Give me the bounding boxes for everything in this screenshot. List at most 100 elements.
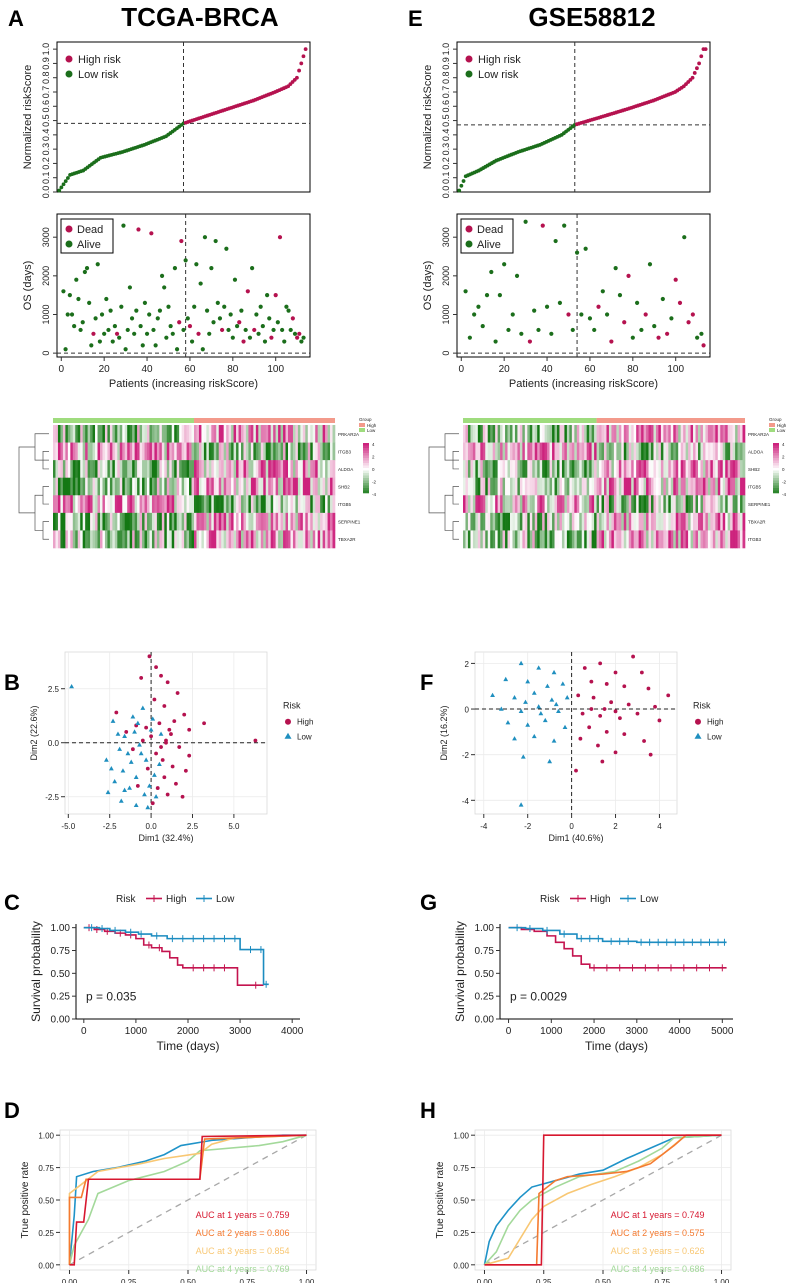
- e-os-xlabel: Patients (increasing riskScore): [509, 378, 658, 390]
- e-heatmap-cell: [633, 442, 637, 461]
- a-heatmap-cell: [117, 460, 121, 479]
- a-heatmap-cell: [122, 512, 126, 531]
- d-roc-ytick-label: 0.00: [38, 1261, 54, 1270]
- a-heatmap-cell: [280, 512, 284, 531]
- e-heatmap-cell: [660, 460, 664, 479]
- a-heatmap-cell: [95, 442, 98, 461]
- e-heatmap-cell: [569, 495, 573, 514]
- f-pca-ytick-label: -2: [462, 751, 470, 760]
- b-pca-legend-high-marker: [285, 718, 291, 725]
- e-heatmap-cell: [638, 530, 642, 549]
- a-risk-score-ytick-label: 0.5: [41, 114, 51, 127]
- b-pca-point-high: [253, 738, 258, 743]
- e-heatmap-cell: [475, 442, 479, 461]
- a-heatmap-cell: [100, 495, 103, 514]
- a-heatmap-cell: [166, 530, 170, 549]
- a-heatmap-cell: [278, 477, 281, 496]
- h-roc-diagonal: [484, 1134, 722, 1266]
- a-heatmap-cell: [260, 477, 264, 496]
- e-heatmap-cell: [616, 442, 620, 461]
- a-heatmap-cell: [213, 512, 217, 531]
- a-heatmap-cell: [156, 460, 160, 479]
- e-os-point: [669, 316, 674, 321]
- a-heatmap-cell: [147, 495, 150, 514]
- f-pca-point-high: [613, 670, 618, 675]
- a-os-point: [228, 312, 233, 317]
- e-heatmap-cell: [670, 495, 674, 514]
- e-heatmap-cell: [547, 495, 550, 514]
- e-heatmap-cell: [700, 442, 704, 461]
- a-heatmap-cell: [139, 477, 143, 496]
- e-heatmap-cell: [611, 512, 615, 531]
- e-heatmap-cell: [527, 477, 531, 496]
- e-heatmap-cell: [601, 477, 605, 496]
- e-heatmap-cell: [584, 425, 587, 443]
- e-risk-score-point: [697, 61, 701, 66]
- a-heatmap-cell: [278, 442, 281, 461]
- a-heatmap-cell: [186, 495, 190, 514]
- a-heatmap-cell: [203, 495, 207, 514]
- a-heatmap-cell: [104, 530, 108, 549]
- a-os-point: [207, 331, 212, 336]
- a-heatmap-cell: [236, 477, 239, 496]
- a-heatmap-cell: [208, 460, 212, 479]
- b-pca-point-low: [152, 772, 157, 777]
- a-heatmap-cell: [285, 530, 289, 549]
- e-heatmap-cell: [725, 512, 728, 531]
- e-heatmap-cell: [539, 460, 543, 479]
- g-km-xtick-label: 1000: [540, 1026, 563, 1037]
- e-heatmap-cell: [589, 477, 592, 496]
- e-heatmap-cell: [712, 477, 716, 496]
- a-heatmap-cell: [300, 425, 304, 443]
- a-heatmap-cell: [241, 442, 244, 461]
- e-heatmap-cell: [510, 425, 513, 443]
- e-heatmap-cell: [547, 460, 550, 479]
- a-heatmap-cell: [127, 512, 130, 531]
- e-heatmap-cell: [680, 530, 684, 549]
- e-heatmap-cell: [678, 477, 681, 496]
- e-heatmap-cell: [475, 530, 479, 549]
- a-heatmap-cell: [112, 460, 116, 479]
- e-heatmap-cell: [648, 530, 652, 549]
- a-risk-score-point: [59, 185, 64, 190]
- a-heatmap-cell: [243, 460, 247, 479]
- a-heatmap-cell: [137, 477, 140, 496]
- e-os-point: [617, 293, 623, 298]
- a-heatmap-cell: [151, 477, 155, 496]
- a-heatmap-cell: [166, 460, 170, 479]
- e-heatmap-cell: [561, 442, 565, 461]
- a-heatmap-cell: [332, 495, 336, 514]
- e-heatmap-cell: [660, 442, 664, 461]
- e-risk-score-point: [459, 183, 464, 188]
- a-heatmap-cell: [236, 425, 239, 443]
- e-heatmap-cell: [500, 460, 503, 479]
- e-heatmap-cell: [670, 442, 674, 461]
- a-os-ytick-label: 3000: [41, 227, 51, 247]
- e-heatmap-group-legend-high-swatch: [769, 423, 775, 427]
- a-heatmap-cell: [77, 460, 81, 479]
- g-km-xtick-label: 3000: [626, 1026, 649, 1037]
- a-heatmap-cell: [325, 425, 328, 443]
- a-os-point: [247, 335, 253, 340]
- e-heatmap-cell: [586, 495, 590, 514]
- a-heatmap-cell: [102, 495, 106, 514]
- a-os-point: [61, 289, 66, 294]
- a-heatmap-cell: [320, 425, 323, 443]
- a-heatmap-cell: [102, 425, 106, 443]
- d-roc-curve-2-years: [68, 1134, 307, 1265]
- a-heatmap-cell: [258, 442, 262, 461]
- a-heatmap-cell: [325, 512, 328, 531]
- e-heatmap-cell: [534, 530, 538, 549]
- a-heatmap-cell: [285, 425, 289, 443]
- a-heatmap-cell: [161, 442, 165, 461]
- a-heatmap-cell: [57, 512, 61, 531]
- e-heatmap-cell: [579, 442, 583, 461]
- e-heatmap-cell: [507, 442, 511, 461]
- a-os-point: [147, 312, 152, 317]
- e-heatmap-cell: [490, 530, 493, 549]
- a-risk-score-point: [303, 47, 308, 52]
- a-heatmap-cell: [196, 530, 200, 549]
- e-risk-score-ytick-label: 0.6: [441, 100, 451, 113]
- a-heatmap-cell: [90, 530, 93, 549]
- b-pca-point-high: [162, 775, 167, 780]
